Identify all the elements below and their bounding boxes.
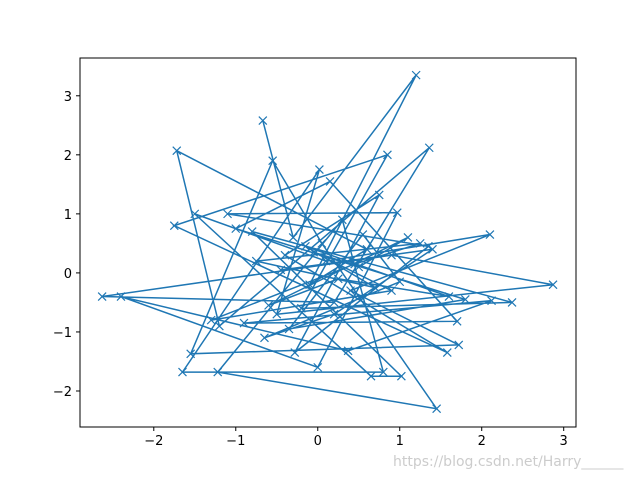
data-line xyxy=(102,74,554,410)
marker xyxy=(396,371,406,381)
x-tick-label: 2 xyxy=(478,434,486,449)
marker xyxy=(392,208,402,218)
marker xyxy=(247,227,257,237)
marker xyxy=(415,238,425,248)
marker xyxy=(276,265,286,275)
y-tick-label: 0 xyxy=(64,267,72,282)
marker xyxy=(169,221,179,231)
marker xyxy=(305,280,314,290)
marker xyxy=(395,277,405,287)
x-tick-label: −1 xyxy=(226,434,245,449)
marker xyxy=(487,296,496,306)
marker xyxy=(288,233,298,242)
marker xyxy=(333,274,343,284)
marker xyxy=(325,176,335,186)
marker xyxy=(314,165,324,175)
marker xyxy=(485,230,495,239)
watermark: https://blog.csdn.net/Harry______ xyxy=(393,454,624,470)
marker xyxy=(264,300,273,310)
marker xyxy=(460,295,470,304)
marker xyxy=(301,241,310,251)
plot-frame xyxy=(79,57,577,428)
marker xyxy=(452,316,462,326)
marker xyxy=(424,143,434,153)
y-tick-label: 2 xyxy=(64,149,72,164)
marker xyxy=(370,283,380,293)
y-tick-label: −1 xyxy=(53,326,72,341)
marker xyxy=(374,190,384,200)
x-tick-label: 0 xyxy=(314,434,322,449)
marker xyxy=(214,321,224,331)
marker xyxy=(432,404,442,414)
marker xyxy=(403,233,413,242)
marker xyxy=(284,324,294,334)
marker xyxy=(223,209,232,219)
marker xyxy=(116,292,126,301)
marker xyxy=(346,286,355,296)
marker xyxy=(296,303,306,313)
x-tick-label: 3 xyxy=(560,434,568,449)
marker xyxy=(350,259,360,269)
y-tick-label: 1 xyxy=(64,208,72,223)
marker xyxy=(354,262,364,272)
marker xyxy=(548,280,558,290)
marker xyxy=(239,318,249,328)
marker xyxy=(321,256,331,266)
marker xyxy=(290,348,300,358)
marker xyxy=(317,238,327,248)
y-tick-label: 3 xyxy=(64,90,72,105)
marker xyxy=(213,367,223,377)
marker xyxy=(337,215,347,225)
marker xyxy=(424,241,433,251)
marker xyxy=(268,156,278,166)
x-tick-label: 1 xyxy=(396,434,404,449)
marker xyxy=(260,333,269,343)
marker xyxy=(97,292,107,301)
marker xyxy=(313,362,323,372)
marker xyxy=(172,146,182,156)
marker xyxy=(329,298,339,307)
marker xyxy=(442,348,452,358)
marker xyxy=(280,250,290,260)
marker xyxy=(309,247,319,257)
marker xyxy=(343,346,353,356)
marker xyxy=(206,315,216,325)
marker xyxy=(231,224,241,234)
marker xyxy=(444,292,454,301)
marker xyxy=(378,367,388,377)
marker xyxy=(272,309,282,319)
marker xyxy=(507,298,517,307)
marker xyxy=(190,209,200,219)
marker xyxy=(454,340,464,350)
marker xyxy=(362,244,372,254)
marker xyxy=(366,371,376,381)
x-tick-label: −2 xyxy=(144,434,163,449)
marker xyxy=(387,250,396,260)
marker xyxy=(383,150,392,160)
marker xyxy=(251,256,261,266)
marker xyxy=(411,70,421,80)
marker xyxy=(186,349,196,359)
marker xyxy=(428,244,437,254)
y-tick-label: −2 xyxy=(53,385,72,400)
marker xyxy=(258,116,268,126)
marker xyxy=(387,286,396,296)
marker xyxy=(358,230,368,239)
marker xyxy=(329,309,339,319)
marker xyxy=(178,367,187,377)
